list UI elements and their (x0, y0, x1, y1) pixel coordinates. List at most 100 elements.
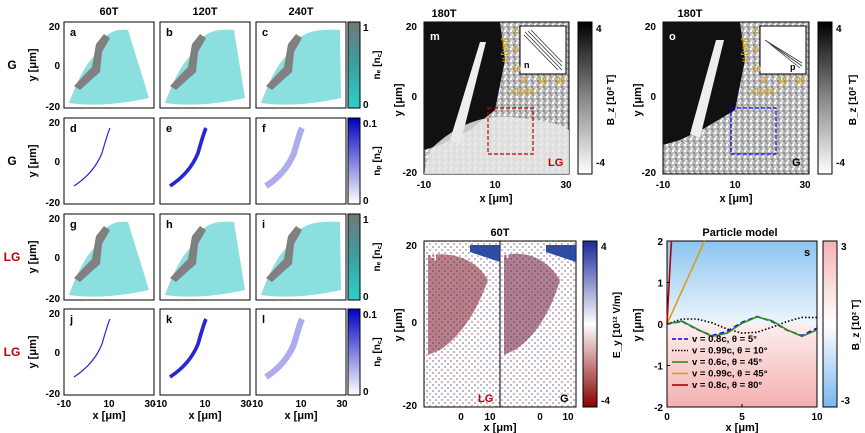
panel-s-xtick: 5 (739, 412, 745, 423)
colorbar-label: nₑ [n꜀] (372, 51, 383, 80)
ytick-mid: 0 (54, 348, 60, 359)
panel-m: 180T m LG n 2 6 10 0 10 20 x [μm] y [μm]… (393, 8, 617, 205)
panel-s-colorbar (822, 240, 838, 408)
panel-m-xtick-3: 30 (560, 180, 572, 191)
panel-s-series-group (666, 240, 818, 338)
panel-r-letter: r (506, 249, 511, 261)
legend-entry-3: v = 0.6c, θ = 45° (692, 357, 762, 368)
ytick-top: 20 (49, 22, 61, 33)
ytick-bottom: -20 (46, 294, 61, 305)
panel-s-xtick: 0 (664, 412, 670, 423)
panel-s-xlabel: x [μm] (725, 422, 758, 433)
panel-s-cbar-bottom: -3 (841, 396, 850, 407)
panel-m-xtick-2: 10 (489, 180, 501, 191)
panel-m-highlight-box (487, 107, 534, 155)
panel-qr-cbar-bottom: -4 (601, 396, 610, 407)
panel-letter: c (262, 27, 268, 39)
row-label-1: G (7, 58, 16, 72)
panel-r-xtick-1: 0 (537, 412, 543, 423)
panel-letter: k (166, 314, 173, 326)
electron-cloud (69, 221, 149, 297)
colorbar-bottom: 0 (363, 387, 369, 398)
panel-m-cbar-bottom: -4 (596, 158, 605, 169)
panel-s-legend: v = 0.8c, θ = 5°v = 0.99c, θ = 10°v = 0.… (672, 334, 768, 391)
ylabel: y [μm] (27, 240, 39, 273)
proton-stream (73, 318, 111, 378)
inset-p-ytick-2: 6 (754, 45, 759, 54)
panel-q-field-blue (470, 245, 500, 262)
panel-m-xtick-1: -10 (417, 180, 432, 191)
panel-m-filament (450, 42, 486, 145)
panel-qr-ytick-1: 20 (406, 241, 418, 252)
xtick-mid: 10 (199, 399, 211, 410)
proton-stream (168, 127, 208, 188)
inset-p-ytick-3: 10 (752, 65, 761, 74)
panel-s-ytick: 0 (657, 320, 663, 331)
column-title-3: 240T (288, 6, 313, 18)
colorbar-bottom: 0 (363, 196, 369, 207)
panel-m-colorbar (577, 21, 593, 175)
ylabel: y [μm] (27, 335, 39, 368)
panel-p-letter: p (790, 62, 796, 72)
panel-s-ytick: 2 (657, 237, 663, 248)
inset-p-ylabel: y [μm] (740, 38, 749, 62)
ylabel: y [μm] (27, 144, 39, 177)
column-title-2: 120T (192, 6, 217, 18)
inset-n-xtick-1: 0 (522, 76, 527, 85)
panel-qr-xlabel: x [μm] (483, 422, 516, 433)
panel-qr-title: 60T (491, 227, 510, 239)
xtick-left: -10 (57, 399, 72, 410)
panel-d: d 20 0 -20 y [μm] (27, 117, 155, 209)
panel-o-ytick-1: 20 (645, 22, 657, 33)
panel-letter: h (166, 219, 173, 231)
panel-l-frame (255, 308, 347, 396)
panel-o-tag: G (792, 157, 801, 169)
panel-qr: 60T q r LG G 20 0 -20 y [μm] 0 10 0 10 x… (393, 227, 623, 433)
inset-n-ytick-3: 10 (512, 65, 521, 74)
colorbar-row-1 (347, 21, 361, 109)
inset-n-xlabel: x [μm] (510, 87, 534, 96)
ytick-mid: 0 (54, 157, 60, 168)
panel-r-tag: G (560, 393, 569, 405)
panel-o-xlabel: x [μm] (719, 193, 752, 205)
xlabel: x [μm] (92, 410, 125, 422)
panel-o-xtick-1: -10 (656, 180, 671, 191)
inset-n-xtick-2: 10 (538, 76, 547, 85)
panel-m-ytick-2: 0 (411, 92, 417, 103)
panel-b: b (159, 21, 251, 109)
inset-p-xlabel: x [μm] (750, 87, 774, 96)
panel-p-inset (759, 25, 807, 75)
panel-e: e (159, 117, 251, 205)
panel-letter: i (262, 219, 265, 231)
panel-s-ytick: -1 (654, 362, 663, 373)
inset-p-ytick-1: 2 (754, 26, 759, 35)
inset-n-ytick-2: 6 (514, 45, 519, 54)
inset-p-xtick-2: 10 (778, 76, 787, 85)
electron-cloud (69, 29, 149, 105)
panel-letter: a (70, 27, 77, 39)
xlabel: x [μm] (188, 410, 221, 422)
panel-m-xlabel: x [μm] (479, 193, 512, 205)
panel-f: f (255, 117, 347, 205)
panel-a: a 20 0 -20 y [μm] (27, 21, 155, 113)
panel-k: k -10 10 30 x [μm] (153, 308, 252, 422)
series-line-2 (666, 316, 817, 334)
panel-o-cbar-bottom: -4 (836, 158, 845, 169)
panel-o-xtick-2: 10 (729, 180, 741, 191)
xtick-mid: 10 (103, 399, 115, 410)
panel-s-title: Particle model (702, 227, 777, 239)
panel-r-field-red (504, 253, 560, 355)
xtick-left: -10 (153, 399, 168, 410)
panel-m-ytick-3: -20 (403, 168, 418, 179)
proton-stream (264, 126, 305, 189)
xlabel: x [μm] (284, 410, 317, 422)
colorbar-row-4 (347, 308, 361, 396)
panel-q-xtick-2: 10 (484, 412, 496, 423)
panel-c: c (255, 21, 347, 109)
inset-n-ylabel: y [μm] (500, 38, 509, 62)
panel-letter: f (262, 123, 266, 135)
panel-letter: l (262, 314, 265, 326)
panel-m-letter: m (430, 31, 440, 43)
panel-qr-ytick-2: 0 (411, 318, 417, 329)
